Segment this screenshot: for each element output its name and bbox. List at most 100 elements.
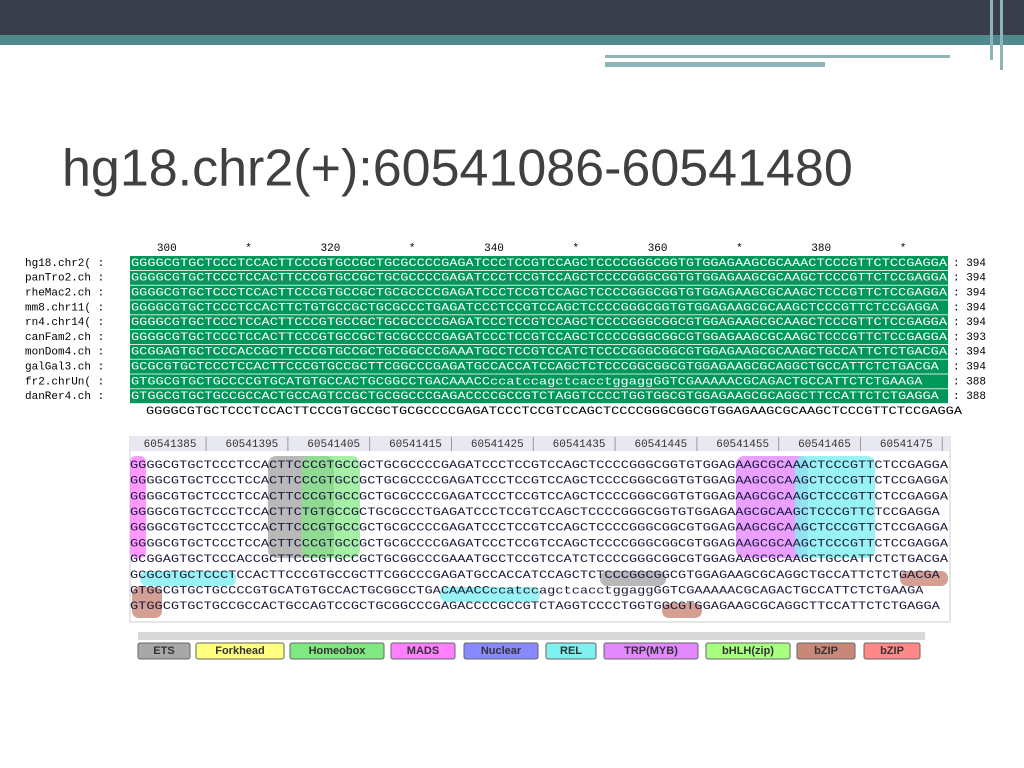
deco-line — [605, 62, 825, 67]
ruler-label: 340 — [484, 243, 504, 255]
legend-button — [796, 642, 856, 660]
coord-label: 60541405 — [307, 439, 360, 451]
legend-button — [390, 642, 456, 660]
coord-label: 60541425 — [471, 439, 524, 451]
ets-motif — [600, 571, 666, 586]
legend-button — [705, 642, 791, 660]
species-name: danRer4.ch : — [25, 391, 104, 403]
seq-background — [130, 285, 948, 300]
ruler-label: * — [900, 243, 907, 255]
deco-line — [1000, 0, 1003, 70]
seq-background — [130, 374, 948, 389]
seq-end: : 394 — [953, 288, 986, 300]
legend-button — [863, 642, 921, 660]
trp-motif — [736, 456, 808, 558]
coord-label: 60541435 — [553, 439, 606, 451]
legend-button — [463, 642, 539, 660]
sequence: GGGGCGTGCTCCCTCCACTTCCCGTGCCGCTGCGCCCCGA… — [131, 317, 947, 329]
legend-label: REL — [560, 645, 582, 657]
legend-button — [289, 642, 385, 660]
legend-bar — [138, 632, 925, 640]
seq-background — [130, 270, 948, 285]
legend-label: bZIP — [814, 645, 838, 657]
sequence: GGGGCGTGCTCCCTCCACTTCTGTGCCGCTGCGCCCTGAG… — [131, 302, 939, 314]
seq-end: : 394 — [953, 317, 986, 329]
ruler-label: 380 — [811, 243, 831, 255]
ruler-label: 300 — [157, 243, 177, 255]
rel-motif — [140, 571, 236, 586]
legend-button — [545, 642, 597, 660]
coord-label: 60541385 — [144, 439, 197, 451]
slide-title: hg18.chr2(+):60541086-60541480 — [62, 140, 853, 198]
seq-end: : 394 — [953, 347, 986, 359]
legend-button — [195, 642, 285, 660]
sequence: GGGGCGTGCTCCCTCCACTTCCCGTGCCGCTGCGCCCCGA… — [131, 258, 947, 270]
sequence: GTGGCGTGCTGCCCCGTGCATGTGCCACTGCGGCCTGACA… — [131, 376, 923, 388]
bzip-motif — [132, 587, 162, 618]
legend-label: MADS — [407, 645, 439, 657]
seq-background — [130, 344, 948, 359]
legend-button — [137, 642, 191, 660]
legend-label: Forkhead — [215, 645, 265, 657]
deco-line — [605, 55, 950, 58]
homeobox-motif — [302, 456, 360, 558]
legend-label: ETS — [153, 645, 174, 657]
seq-end: : 394 — [953, 273, 986, 285]
species-name: hg18.chr2( : — [25, 258, 104, 270]
track-sequence: GTGGCGTGCTGCCCCGTGCATGTGCCACTGCGGCCTGACA… — [130, 586, 924, 598]
track-sequence: GGGGCGTGCTCCCTCCACTTCCCGTGCCGCTGCGCCCCGA… — [130, 491, 948, 503]
species-name: fr2.chrUn( : — [25, 376, 104, 388]
species-name: canFam2.ch : — [25, 332, 104, 344]
sequence: GGGGCGTGCTCCCTCCACTTCCCGTGCCGCTGCGCCCCGA… — [131, 288, 947, 300]
seq-end: : 393 — [953, 332, 986, 344]
seq-background — [130, 300, 948, 315]
coord-label: 60541475 — [880, 439, 933, 451]
legend-label: Nuclear — [481, 645, 522, 657]
coord-label: 60541465 — [798, 439, 851, 451]
track-sequence: GGGGCGTGCTCCCTCCACTTCCCGTGCCGCTGCGCCCCGA… — [130, 523, 948, 535]
legend-label: Homeobox — [309, 645, 367, 657]
track-rows: GGGGCGTGCTCCCTCCACTTCCCGTGCCGCTGCGCCCCGA… — [130, 460, 948, 613]
species-name: galGal3.ch : — [25, 362, 104, 374]
seq-background — [130, 330, 948, 344]
track-sequence: GGGGCGTGCTCCCTCCACTTCCCGTGCCGCTGCGCCCCGA… — [130, 538, 948, 550]
species-name: rheMac2.ch : — [25, 288, 104, 300]
ruler-label: * — [245, 243, 252, 255]
track-sequence: GGGGCGTGCTCCCTCCACTTCCCGTGCCGCTGCGCCCCGA… — [130, 460, 948, 472]
track-sequence: GCGGAGTGCTCCCACCGCTTCCCGTGCCGCTGCGGCCCGA… — [130, 554, 948, 566]
rel-motif — [795, 456, 875, 558]
legend-button — [603, 642, 699, 660]
deco-line — [990, 0, 993, 60]
track-sequence: GGGGCGTGCTCCCTCCACTTCCCGTGCCGCTGCGCCCCGA… — [130, 476, 948, 488]
coord-label: 60541445 — [634, 439, 687, 451]
motif-highlights — [130, 456, 948, 618]
ruler-label: * — [736, 243, 743, 255]
track-sequence: GTGGCGTGCTGCCGCCACTGCCAGTCCGCTGCGGCCCGAG… — [130, 601, 940, 613]
seq-background — [130, 389, 948, 404]
track-sequence: GGGGCGTGCTCCCTCCACTTCTGTGCCGCTGCGCCCTGAG… — [130, 507, 940, 519]
rel-motif — [440, 587, 540, 602]
ruler-label: * — [409, 243, 416, 255]
species-name: panTro2.ch : — [25, 273, 104, 285]
ruler-label: * — [573, 243, 580, 255]
seq-end: : 388 — [953, 391, 986, 403]
sequence: GCGGAGTGCTCCCACCGCTTCCCGTGCCGCTGCGGCCCGA… — [131, 347, 947, 359]
ruler-label: 320 — [321, 243, 341, 255]
sequence: GTGGCGTGCTGCCGCCACTGCCAGTCCGCTGCGGCCCGAG… — [131, 391, 939, 403]
mads-motif — [130, 456, 146, 558]
coord-bar — [130, 437, 950, 451]
legend-label: bHLH(zip) — [722, 645, 774, 657]
bzip-motif — [662, 603, 702, 618]
seq-background — [130, 315, 948, 330]
legend-label: TRP(MYB) — [624, 645, 678, 657]
seq-end: : 394 — [953, 302, 986, 314]
top-bar — [0, 0, 1024, 35]
coord-label: 60541415 — [389, 439, 442, 451]
bzip-motif — [900, 571, 948, 586]
coord-label: 60541455 — [716, 439, 769, 451]
sequence: GCGCGTGCTCCCTCCACTTCCCGTGCCGCTTCGGCCCGAG… — [131, 362, 939, 374]
top-stripe — [0, 35, 1024, 45]
sequence: GGGGCGTGCTCCCTCCACTTCCCGTGCCGCTGCGCCCCGA… — [131, 332, 947, 344]
